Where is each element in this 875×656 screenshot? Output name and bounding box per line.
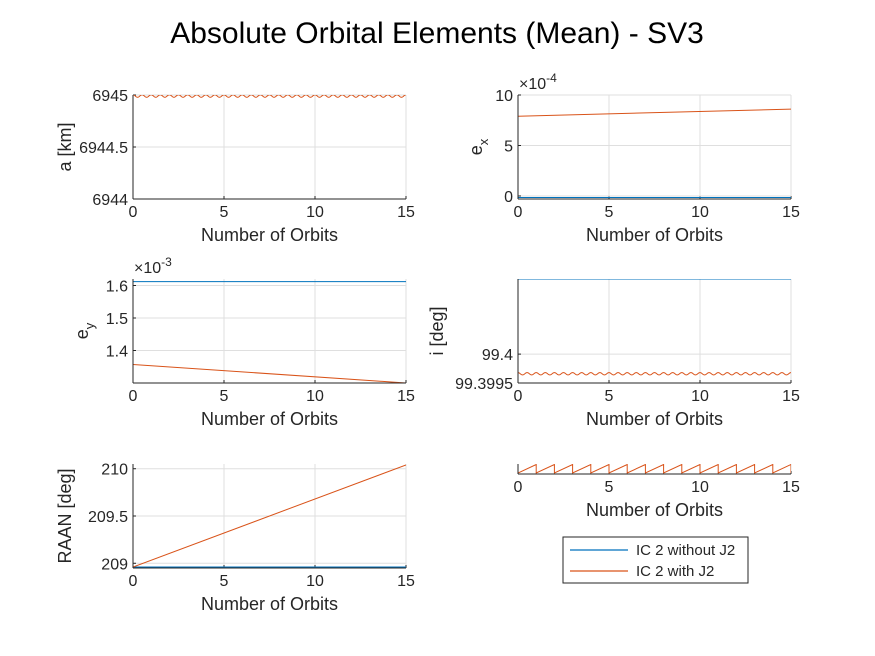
y-tick-label: 209 — [101, 556, 128, 573]
y-axis-label: ey — [72, 322, 97, 339]
x-tick-label: 0 — [514, 479, 523, 496]
y-axis-exponent-base: ×10 — [134, 260, 161, 277]
y-tick-label: 6944 — [92, 192, 128, 209]
x-tick-label: 0 — [129, 204, 138, 221]
x-tick-label: 15 — [782, 388, 800, 405]
series-line-with-j2 — [133, 464, 406, 568]
x-axis-label: Number of Orbits — [201, 225, 338, 245]
y-tick-label: 6945 — [92, 88, 128, 105]
legend-box — [562, 536, 749, 584]
x-tick-label: 10 — [306, 388, 324, 405]
x-tick-label: 5 — [605, 388, 614, 405]
x-tick-label: 5 — [220, 573, 229, 590]
y-axis-label: RAAN [deg] — [55, 468, 75, 563]
x-tick-label: 15 — [397, 573, 415, 590]
x-tick-label: 10 — [691, 204, 709, 221]
plot-area — [133, 279, 406, 383]
y-tick-label: 10 — [495, 88, 513, 105]
y-axis-label: i [deg] — [427, 306, 447, 355]
subplot-2: 0 5 10 15 0 5 10 Number of Orbits ex ×10-4 — [466, 71, 800, 245]
y-tick-label: 1.5 — [106, 311, 128, 328]
legend-entry-with-j2: IC 2 with J2 — [636, 563, 714, 580]
y-tick-label: 1.4 — [106, 344, 128, 361]
y-axis-exponent: ×10-4 — [519, 71, 557, 93]
x-tick-label: 5 — [605, 204, 614, 221]
y-tick-label: 210 — [101, 462, 128, 479]
y-tick-label: 99.4 — [482, 347, 513, 364]
y-tick-label: 6944.5 — [79, 140, 128, 157]
figure-title: Absolute Orbital Elements (Mean) - SV3 — [170, 17, 704, 50]
x-tick-label: 10 — [691, 479, 709, 496]
y-axis-exponent: ×10-3 — [134, 255, 172, 277]
x-tick-label: 0 — [129, 573, 138, 590]
subplot-4: 0 5 10 15 99.3995 99.4 Number of Orbits i [deg] — [427, 279, 800, 429]
y-tick-label: 99.3995 — [455, 376, 513, 393]
x-tick-label: 10 — [691, 388, 709, 405]
y-axis-label: ex — [466, 138, 491, 155]
x-tick-label: 15 — [782, 479, 800, 496]
series-line-with-j2 — [518, 372, 791, 376]
y-axis-exponent-base: ×10 — [519, 76, 546, 93]
x-tick-label: 10 — [306, 204, 324, 221]
x-tick-label: 15 — [397, 204, 415, 221]
x-axis-label: Number of Orbits — [586, 225, 723, 245]
y-axis-exponent-power: -3 — [161, 255, 172, 269]
x-tick-label: 0 — [514, 204, 523, 221]
y-tick-label: 209.5 — [88, 509, 128, 526]
series-line-with-j2 — [133, 363, 406, 383]
y-tick-label: 1.6 — [106, 279, 128, 296]
legend: IC 2 without J2 IC 2 with J2 — [562, 536, 749, 584]
subplot-3: 0 5 10 15 1.4 1.5 1.6 Number of Orbits ey ×10-3 — [72, 255, 415, 429]
plot-area — [518, 279, 791, 383]
subplot-6: 0 5 10 15 Number of Orbits — [514, 464, 800, 520]
y-axis-label-subscript: y — [82, 322, 97, 329]
subplot-grid: 0 5 10 15 6944 6944.5 6945 Number of Orbits a [k… — [55, 71, 800, 614]
x-tick-label: 5 — [220, 204, 229, 221]
legend-entry-without-j2: IC 2 without J2 — [636, 542, 735, 559]
y-axis-label-main: a [km] — [55, 122, 75, 171]
x-tick-label: 10 — [306, 573, 324, 590]
x-tick-label: 0 — [514, 388, 523, 405]
x-tick-label: 0 — [129, 388, 138, 405]
y-axis-label-main: e — [466, 145, 486, 155]
y-axis-label-main: i [deg] — [427, 306, 447, 355]
y-axis-exponent-power: -4 — [546, 71, 557, 85]
x-axis-label: Number of Orbits — [586, 409, 723, 429]
series-line-with-j2 — [518, 108, 791, 117]
y-tick-label: 5 — [504, 138, 513, 155]
y-axis-label: a [km] — [55, 122, 75, 171]
y-axis-label-main: RAAN [deg] — [55, 468, 75, 563]
x-tick-label: 5 — [220, 388, 229, 405]
subplot-1: 0 5 10 15 6944 6944.5 6945 Number of Orbits a [k… — [55, 88, 415, 245]
x-tick-label: 5 — [605, 479, 614, 496]
series-line-with-j2 — [518, 464, 791, 474]
subplot-5: 0 5 10 15 209 209.5 210 Number of Orbits RAAN [d… — [55, 462, 415, 614]
y-axis-label-subscript: x — [476, 138, 491, 145]
x-axis-label: Number of Orbits — [201, 409, 338, 429]
x-axis-label: Number of Orbits — [586, 500, 723, 520]
y-tick-label: 0 — [504, 189, 513, 206]
x-tick-label: 15 — [782, 204, 800, 221]
x-axis-label: Number of Orbits — [201, 594, 338, 614]
x-tick-label: 15 — [397, 388, 415, 405]
y-axis-label-main: e — [72, 329, 92, 339]
